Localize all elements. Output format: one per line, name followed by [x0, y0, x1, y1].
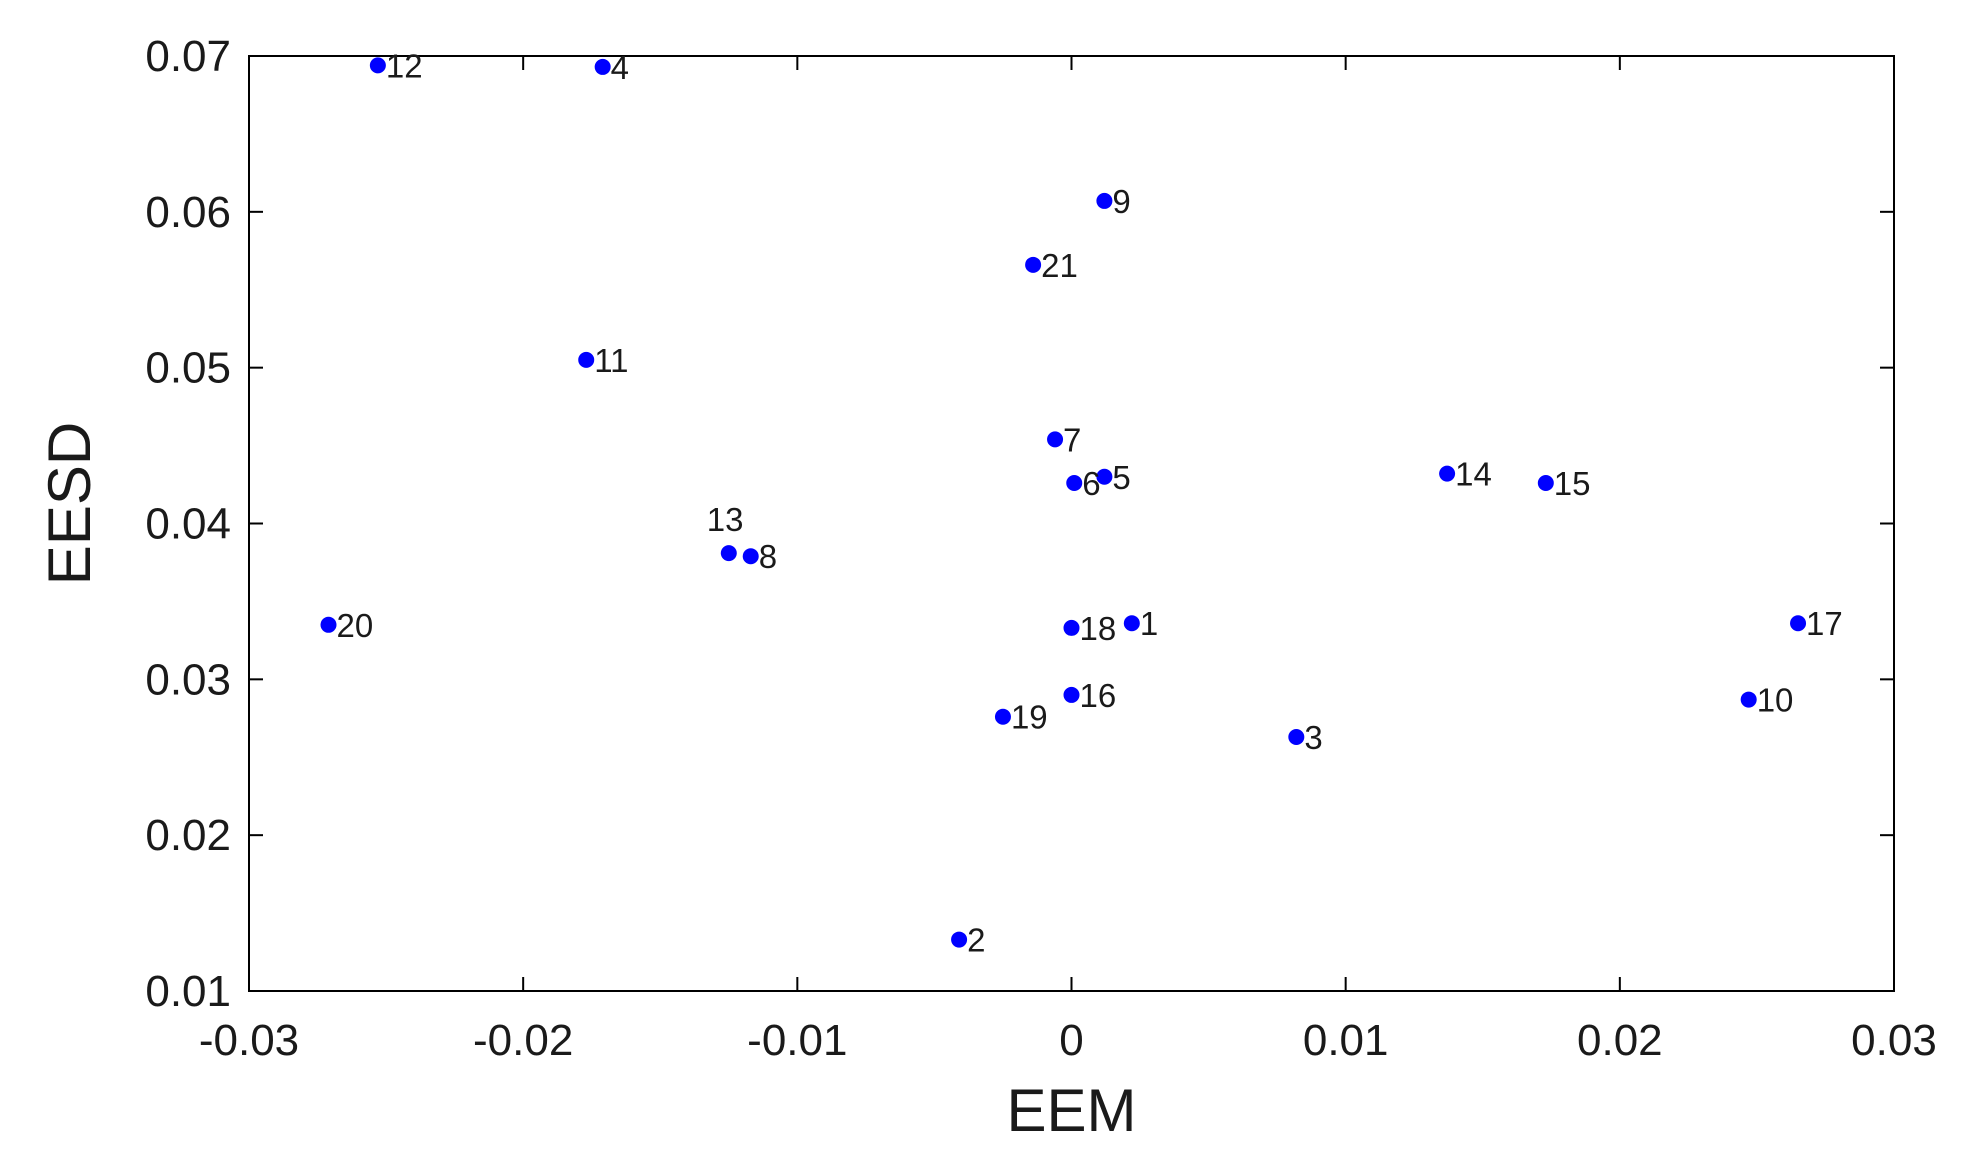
- data-point-label: 17: [1806, 605, 1843, 642]
- data-point-label: 12: [386, 47, 423, 84]
- data-point: [1066, 474, 1083, 491]
- x-tick-label: 0.03: [1851, 1016, 1937, 1065]
- data-point: [1123, 615, 1140, 632]
- data-point-label: 20: [337, 607, 374, 644]
- data-point-label: 10: [1757, 682, 1794, 719]
- y-tick-label: 0.05: [145, 344, 231, 393]
- x-axis-title: EEM: [1006, 1077, 1136, 1144]
- x-tick-label: -0.03: [199, 1016, 299, 1065]
- data-point: [320, 616, 337, 633]
- x-tick-label: 0: [1059, 1016, 1083, 1065]
- data-point: [369, 57, 386, 74]
- y-tick-label: 0.02: [145, 811, 231, 860]
- data-point-label: 5: [1112, 459, 1130, 496]
- data-point-label: 15: [1554, 465, 1591, 502]
- data-point: [1439, 465, 1456, 482]
- data-point-label: 3: [1304, 719, 1322, 756]
- data-point: [1063, 619, 1080, 636]
- data-point: [594, 58, 611, 75]
- data-point-label: 6: [1082, 465, 1100, 502]
- data-point: [720, 545, 737, 562]
- data-point-label: 1: [1140, 605, 1158, 642]
- x-tick-label: 0.01: [1303, 1016, 1389, 1065]
- tick-labels: -0.03 -0.02 -0.01 0 0.01 0.02 0.03 0.01 0.02 0.03…: [145, 32, 1936, 1065]
- data-point: [951, 931, 968, 948]
- plot-area-frame: [248, 55, 1895, 992]
- data-point-label: 4: [611, 49, 629, 86]
- data-point: [1096, 192, 1113, 209]
- data-point-label: 7: [1063, 421, 1081, 458]
- data-point: [1288, 728, 1305, 745]
- y-tick-label: 0.01: [145, 967, 231, 1016]
- data-point: [1790, 615, 1807, 632]
- y-tick-label: 0.07: [145, 32, 231, 81]
- data-point-label: 16: [1080, 677, 1117, 714]
- data-point: [1740, 691, 1757, 708]
- y-tick-label: 0.06: [145, 188, 231, 237]
- data-point-label: 21: [1041, 247, 1078, 284]
- data-point-label: 9: [1112, 183, 1130, 220]
- data-point: [1096, 468, 1113, 485]
- data-point-label: 14: [1455, 456, 1492, 493]
- y-axis-title: EESD: [36, 422, 103, 585]
- data-point-label: 13: [707, 501, 744, 538]
- y-tick-label: 0.04: [145, 500, 231, 549]
- data-point-label: 11: [594, 342, 628, 379]
- data-point-label: 8: [759, 538, 777, 575]
- data-point: [1537, 474, 1554, 491]
- data-point: [1025, 256, 1042, 273]
- x-tick-label: -0.01: [747, 1016, 847, 1065]
- data-point: [578, 351, 595, 368]
- data-point: [994, 708, 1011, 725]
- data-point-label: 2: [967, 922, 985, 959]
- y-tick-label: 0.03: [145, 655, 231, 704]
- data-points: [320, 57, 1807, 948]
- data-point-label: 19: [1011, 699, 1048, 736]
- x-tick-label: 0.02: [1577, 1016, 1663, 1065]
- data-point: [1047, 431, 1064, 448]
- data-point-label: 18: [1080, 610, 1117, 647]
- data-point: [1063, 686, 1080, 703]
- x-tick-label: -0.02: [473, 1016, 573, 1065]
- data-point: [742, 548, 759, 565]
